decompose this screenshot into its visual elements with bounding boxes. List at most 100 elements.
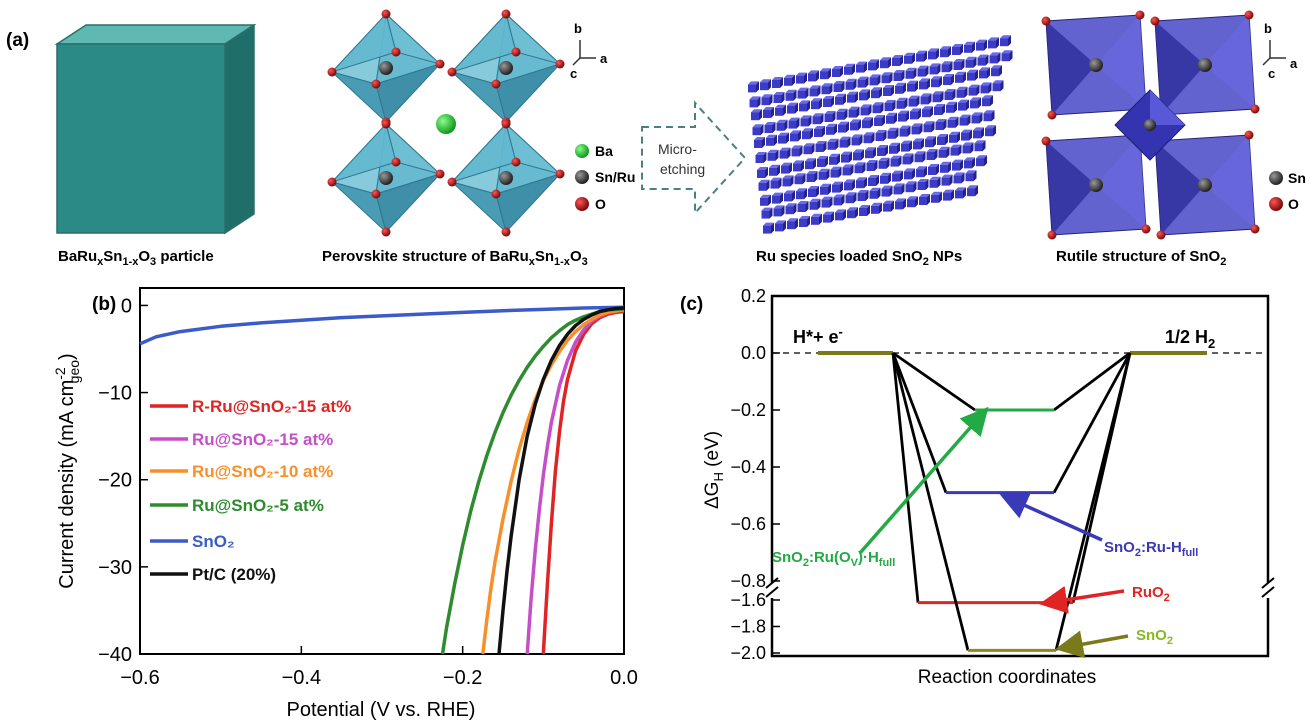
series-line (541, 309, 625, 655)
octahedron-3 (327, 119, 445, 237)
nanoparticle (830, 166, 842, 178)
nanoparticle (976, 155, 987, 167)
svg-text:O: O (1288, 196, 1299, 212)
o-atom (447, 177, 457, 187)
o-atom (391, 157, 401, 167)
nanoparticle (796, 188, 807, 200)
nanoparticle (844, 179, 855, 191)
o-atom (1150, 16, 1160, 26)
nanoparticle (808, 186, 819, 197)
nanoparticle (970, 97, 981, 109)
nanoparticle (943, 74, 954, 85)
nanoparticle (968, 84, 980, 96)
nanoparticle (755, 152, 767, 163)
connector-line (892, 351, 976, 412)
nanoparticle (859, 205, 870, 216)
nanoparticle (907, 196, 918, 208)
svg-text:etching: etching (660, 161, 705, 177)
sn-atom (1089, 58, 1103, 72)
chart-c-left-label: H*+ e- (793, 324, 843, 347)
connector-line (891, 352, 920, 603)
nanoparticle (971, 112, 983, 124)
series-line (525, 308, 625, 655)
nanoparticle (962, 142, 974, 154)
rutile-octahedron-3 (1041, 130, 1151, 240)
nanoparticle (779, 147, 791, 159)
nanoparticle (956, 86, 968, 98)
nanoparticle (847, 91, 858, 103)
o-atom (381, 119, 391, 129)
nanoparticle (773, 205, 785, 217)
nanoparticle (805, 158, 816, 170)
nanoparticle (892, 170, 903, 182)
micro-etching-arrow: Micro- etching (641, 100, 747, 216)
nanoparticle (947, 116, 959, 128)
nanoparticle (782, 175, 794, 187)
nanoparticle (893, 70, 905, 81)
o-atom (491, 189, 501, 199)
atom-legend-rutile: Sn O (1269, 170, 1306, 212)
rutile-center-octahedron (1114, 89, 1186, 161)
rutile-caption: Rutile structure of SnO2 (1056, 248, 1226, 268)
nanoparticle (941, 61, 953, 73)
nanoparticle (842, 164, 854, 176)
nanoparticle (908, 95, 920, 107)
nanoparticle (766, 134, 777, 146)
nanoparticle (754, 137, 765, 148)
o-atom (435, 169, 445, 179)
panel-c-label: (c) (680, 294, 703, 315)
nanoparticle (919, 194, 930, 205)
nanoparticle (851, 134, 863, 146)
nanoparticle (764, 122, 776, 133)
nanoparticle (850, 119, 861, 131)
o-atom (1135, 10, 1145, 20)
rutile-octahedron-1 (1041, 10, 1151, 120)
nanoparticle (826, 123, 837, 135)
nanoparticle (767, 149, 779, 161)
np-caption: Ru species loaded SnO2 NPs (756, 248, 962, 268)
nanoparticle (946, 101, 957, 113)
legend-label: SnO₂ (192, 532, 235, 551)
nanoparticle (787, 102, 798, 114)
nanoparticle (835, 209, 846, 221)
nanoparticle (901, 140, 912, 152)
nanoparticle (832, 181, 843, 193)
nanoparticle (976, 39, 987, 51)
nanoparticle (820, 68, 831, 80)
nanoparticle (802, 128, 813, 140)
nanoparticle (992, 80, 1004, 92)
nanoparticle (931, 76, 942, 88)
y-tick-label: −0.4 (730, 457, 766, 477)
o-atom (381, 9, 391, 19)
nanoparticle (949, 131, 960, 143)
nanoparticle (857, 190, 869, 201)
nanoparticle (820, 183, 831, 195)
nanoparticle (931, 191, 942, 203)
octahedron-4 (447, 119, 565, 237)
nanoparticle (961, 129, 972, 141)
nanoparticle (818, 168, 830, 180)
nanoparticle (886, 112, 897, 124)
nanoparticle (872, 102, 884, 114)
nanoparticle (943, 189, 954, 201)
octahedron-2 (447, 9, 565, 127)
cube-caption: BaRuxSn1-xO3 particle (58, 248, 214, 268)
nanoparticle (845, 78, 857, 90)
nanoparticle (902, 153, 914, 165)
nanoparticle (866, 160, 878, 171)
nanoparticle (809, 85, 821, 97)
perovskite-structure-illustration (327, 9, 565, 237)
nanoparticle (925, 136, 936, 148)
chart-b: −0.6 −0.4 −0.2 0.0 0 −10 −20 −30 −40 R-Ru@SnO₂-15… (98, 287, 638, 689)
nanoparticle (892, 55, 903, 66)
nanoparticle (829, 153, 840, 165)
o-atom (501, 119, 511, 129)
o-atom (501, 9, 511, 19)
nanoparticle (932, 91, 944, 103)
ba-atom (436, 114, 456, 134)
nanoparticle (881, 185, 893, 197)
nanoparticle (874, 115, 885, 126)
nanoparticle (817, 156, 828, 167)
svg-text:O: O (595, 196, 606, 212)
